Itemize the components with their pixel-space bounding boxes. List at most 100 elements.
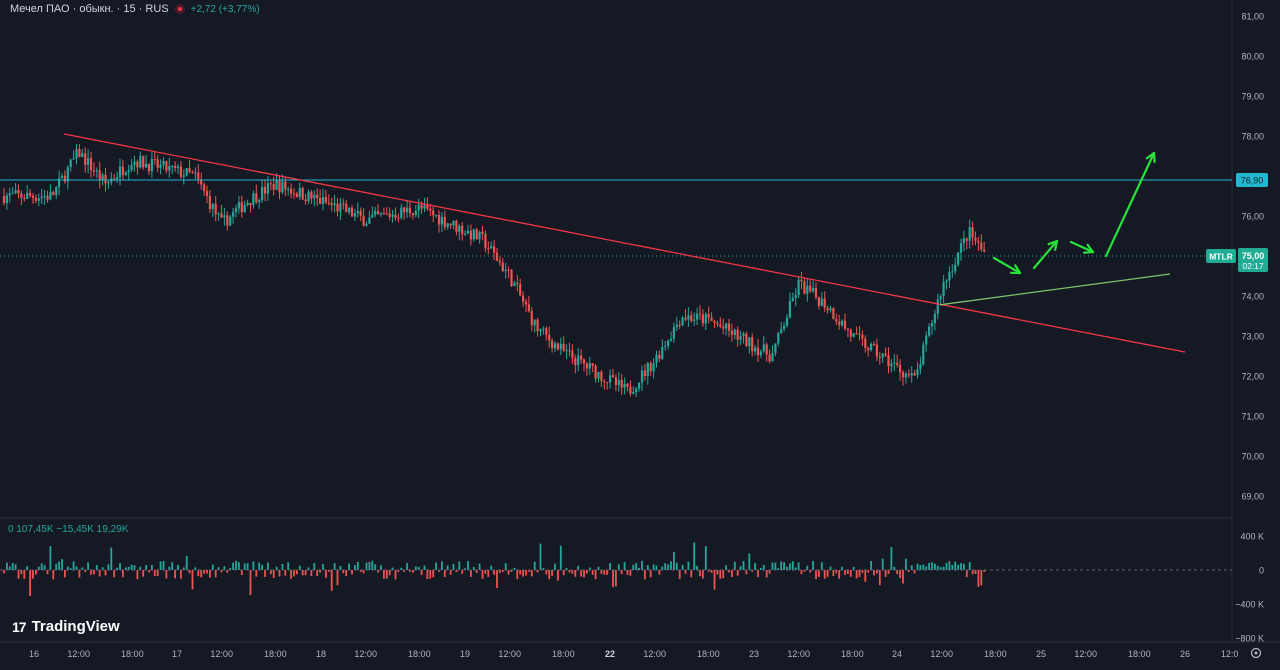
candle-body bbox=[867, 348, 869, 350]
candle-body bbox=[470, 231, 472, 240]
volume-bar bbox=[516, 570, 518, 579]
candle-body bbox=[916, 369, 918, 375]
symbol-title[interactable]: Мечел ПАО · обыкн. · 15 · RUS bbox=[10, 3, 169, 15]
candle-body bbox=[189, 168, 191, 172]
volume-bar bbox=[577, 566, 579, 570]
time-tick-label: 22 bbox=[605, 649, 615, 659]
candle-body bbox=[293, 193, 295, 194]
candle-body bbox=[528, 304, 530, 310]
candle-body bbox=[502, 263, 504, 272]
candle-body bbox=[728, 324, 730, 331]
volume-bar bbox=[772, 563, 774, 570]
candle-body bbox=[403, 208, 405, 213]
volume-legend: 0 107,45K −15,45K 19,29K bbox=[8, 524, 128, 535]
volume-bar bbox=[113, 570, 115, 577]
candle-body bbox=[818, 297, 820, 306]
volume-bar bbox=[340, 566, 342, 570]
candle-body bbox=[670, 339, 672, 341]
volume-bar bbox=[363, 570, 365, 574]
candle-body bbox=[882, 354, 884, 358]
candle-body bbox=[632, 392, 634, 394]
candle-body bbox=[377, 211, 379, 214]
volume-bar bbox=[180, 570, 182, 579]
volume-tick-label: 0 bbox=[1259, 566, 1264, 576]
candle-body bbox=[313, 195, 315, 199]
volume-bar bbox=[937, 566, 939, 570]
symbol-badge-label: MTLR bbox=[1209, 252, 1233, 262]
time-tick-label: 18 bbox=[316, 649, 326, 659]
candle-body bbox=[777, 333, 779, 343]
settings-gear-icon[interactable] bbox=[1252, 649, 1261, 658]
volume-bar bbox=[374, 564, 376, 570]
candle-body bbox=[612, 375, 614, 377]
volume-bar bbox=[160, 562, 162, 570]
candle-body bbox=[461, 226, 463, 235]
volume-bar bbox=[267, 562, 269, 570]
time-tick-label: 18:00 bbox=[841, 649, 864, 659]
volume-bar bbox=[661, 566, 663, 570]
candle-body bbox=[829, 308, 831, 310]
volume-bar bbox=[232, 563, 234, 570]
volume-bar bbox=[255, 570, 257, 577]
candle-body bbox=[229, 217, 231, 226]
volume-bar bbox=[418, 567, 420, 570]
candle-body bbox=[841, 321, 843, 325]
candle-body bbox=[247, 203, 249, 205]
volume-bar bbox=[90, 570, 92, 575]
candle-body bbox=[505, 270, 507, 271]
drawings bbox=[0, 134, 1232, 352]
candle-body bbox=[902, 372, 904, 377]
volume-bar bbox=[322, 564, 324, 570]
candle-body bbox=[464, 234, 466, 235]
volume-bar bbox=[427, 570, 429, 579]
candle-body bbox=[455, 221, 457, 232]
volume-bar bbox=[421, 570, 423, 575]
candle-body bbox=[73, 158, 75, 159]
candle-body bbox=[890, 364, 892, 367]
volume-bar bbox=[905, 559, 907, 570]
candle-body bbox=[139, 156, 141, 167]
volume-bar bbox=[876, 570, 878, 573]
tradingview-logo[interactable]: 17 TradingView bbox=[12, 618, 120, 635]
time-tick-label: 12:0 bbox=[1221, 649, 1239, 659]
candle-body bbox=[409, 208, 411, 214]
volume-bar bbox=[859, 570, 861, 577]
candle-body bbox=[792, 298, 794, 301]
volume-bar bbox=[458, 562, 460, 570]
candle-body bbox=[560, 344, 562, 349]
volume-bar bbox=[612, 570, 614, 587]
candle-body bbox=[160, 165, 162, 168]
candle-series bbox=[3, 144, 985, 397]
volume-bar bbox=[563, 570, 565, 575]
candle-body bbox=[858, 333, 860, 334]
volume-bar bbox=[386, 570, 388, 579]
candle-body bbox=[273, 184, 275, 190]
candle-body bbox=[606, 382, 608, 383]
volume-bar bbox=[719, 570, 721, 579]
candle-body bbox=[719, 324, 721, 326]
volume-bar bbox=[954, 562, 956, 570]
candle-body bbox=[713, 321, 715, 323]
candle-body bbox=[46, 196, 48, 200]
candle-body bbox=[322, 197, 324, 204]
candle-body bbox=[38, 198, 40, 200]
volume-bar bbox=[731, 570, 733, 577]
volume-bar bbox=[722, 570, 724, 578]
candle-body bbox=[423, 205, 425, 208]
volume-bar bbox=[429, 570, 431, 579]
candle-body bbox=[186, 168, 188, 175]
candle-body bbox=[508, 270, 510, 271]
volume-bar bbox=[212, 564, 214, 570]
volume-bar bbox=[864, 570, 866, 582]
candle-body bbox=[647, 363, 649, 376]
volume-bar bbox=[447, 565, 449, 570]
volume-bar bbox=[200, 570, 202, 577]
volume-bar bbox=[699, 570, 701, 576]
volume-bar bbox=[821, 562, 823, 570]
candle-body bbox=[220, 213, 222, 217]
candle-body bbox=[284, 182, 286, 190]
candle-body bbox=[696, 314, 698, 320]
volume-bar bbox=[641, 561, 643, 570]
volume-bar bbox=[47, 570, 49, 574]
